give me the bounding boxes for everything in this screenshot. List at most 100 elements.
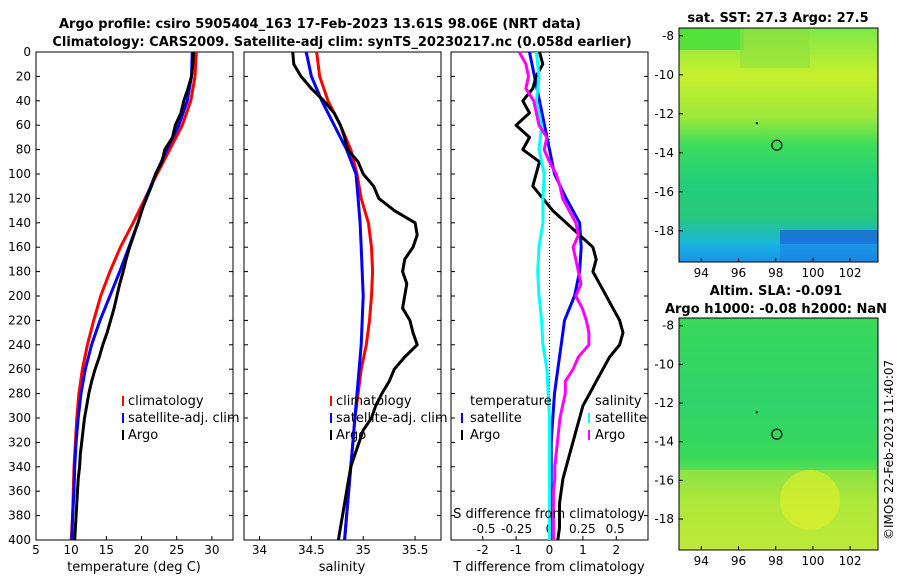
map-x-tick-label: 96 <box>731 266 746 280</box>
x-tick-label: 20 <box>134 543 149 557</box>
sla-map-ticks: 94 96 98 100 102 -8 -10 -12 -14 -16 -18 <box>654 319 861 568</box>
salinity-xlabel: salinity <box>319 560 366 575</box>
depth-tick-labels: 0 20 40 60 80 100 120 140 160 180 200 220 240 260 280 3… <box>8 45 31 547</box>
t-difference-tick-labels: -2 -1 0 1 2 <box>477 536 620 557</box>
map-y-tick-label: -14 <box>654 435 674 449</box>
salinity-panel: 34 34.5 35 35.5 salinity climatology satell… <box>243 51 448 575</box>
temperature-legend: climatology satellite-adj. clim Argo <box>122 394 240 443</box>
sla-patch <box>780 470 840 530</box>
map-x-tick-label: 102 <box>839 266 862 280</box>
temperature-tick-labels: 5 10 15 20 25 30 <box>32 536 220 557</box>
series-line-argo <box>73 51 196 541</box>
map-y-tick-label: -16 <box>654 473 674 487</box>
t-difference-xlabel: T difference from climatology <box>452 560 645 575</box>
legend-temperature-title: temperature <box>470 394 552 409</box>
legend-swatch-climatology <box>330 396 332 406</box>
depth-tick-label: 240 <box>8 338 31 352</box>
depth-tick-label: 300 <box>8 411 31 425</box>
x-tick-label: -2 <box>477 543 489 557</box>
legend-swatch-climatology <box>122 396 124 406</box>
sla-map-title: Altim. SLA: -0.091 <box>710 284 842 299</box>
legend-swatch-argo <box>122 430 124 440</box>
x-tick-label: 10 <box>64 543 79 557</box>
x-tick-label: 1 <box>579 543 587 557</box>
temperature-axes-box <box>35 51 234 541</box>
depth-tick-label: 340 <box>8 460 31 474</box>
map-x-tick-label: 100 <box>801 554 824 568</box>
map-x-tick-label: 100 <box>801 266 824 280</box>
sst-map-frame <box>678 27 879 263</box>
legend-climatology: climatology <box>128 394 204 409</box>
x-tick-label: 35.5 <box>402 543 429 557</box>
sla-argo-marker <box>755 411 783 440</box>
x-tick-label: 0 <box>546 543 554 557</box>
sst-patch <box>679 244 878 262</box>
argo-track-dot <box>755 122 758 125</box>
legend-swatch-t-satellite <box>461 413 463 423</box>
title-line-1: Argo profile: csiro 5905404_163 17-Feb-2… <box>59 17 581 32</box>
map-y-tick-label: -8 <box>662 319 674 333</box>
depth-tick-label: 400 <box>8 533 31 547</box>
x-tick-label: 2 <box>612 543 620 557</box>
difference-panel: -2 -1 0 1 2 -0.5 -0.25 0 0.25 0.5 T difference f… <box>450 51 649 575</box>
temperature-panel: 0 20 40 60 80 100 120 140 160 180 200 220 240 260 280 3… <box>8 45 240 575</box>
x-tick-label: 25 <box>169 543 184 557</box>
sst-map: sat. SST: 27.3 Argo: 27.5 94 96 98 100 102 -8… <box>654 11 879 280</box>
title-line-2: Climatology: CARS2009. Satellite-adj cli… <box>52 35 631 50</box>
argo-position-circle <box>771 428 783 440</box>
x-tick-label: 35 <box>356 543 371 557</box>
x2-tick-label: -0.25 <box>501 522 532 536</box>
map-x-tick-label: 94 <box>694 554 709 568</box>
map-y-tick-label: -14 <box>654 146 674 160</box>
legend-argo: Argo <box>128 428 158 443</box>
series-line-salinity-satellite <box>534 51 551 540</box>
salinity-lines <box>244 51 441 541</box>
depth-tick-label: 0 <box>23 45 31 59</box>
x-tick-label: 15 <box>99 543 114 557</box>
depth-tick-label: 40 <box>16 94 31 108</box>
depth-tick-label: 220 <box>8 313 31 327</box>
map-y-tick-label: -12 <box>654 107 674 121</box>
legend-swatch-satellite <box>330 413 332 423</box>
sla-map: Altim. SLA: -0.091 Argo h1000: -0.08 h20… <box>654 284 887 568</box>
argo-position-circle <box>771 139 783 151</box>
sst-map-ticks: 94 96 98 100 102 -8 -10 -12 -14 -16 -18 <box>654 29 861 280</box>
x-tick-label: -1 <box>510 543 522 557</box>
x-tick-label: 5 <box>32 543 40 557</box>
x-tick-label: 34 <box>252 543 267 557</box>
series-line-argo <box>291 51 419 541</box>
series-line-temperature-argo <box>514 51 625 541</box>
sst-patch <box>740 28 810 68</box>
legend-climatology: climatology <box>336 394 412 409</box>
series-line-salinity-argo <box>517 51 591 540</box>
legend-swatch-argo <box>330 430 332 440</box>
legend-argo: Argo <box>336 428 366 443</box>
map-x-tick-label: 96 <box>731 554 746 568</box>
legend-swatch-s-argo <box>588 430 590 440</box>
depth-tick-label: 80 <box>16 143 31 157</box>
sla-map-subtitle: Argo h1000: -0.08 h2000: NaN <box>665 302 887 317</box>
depth-tick-label: 280 <box>8 387 31 401</box>
salinity-legend: climatology satellite-adj. clim Argo <box>330 394 448 443</box>
legend-salinity-title: salinity <box>595 394 642 409</box>
legend-s-argo: Argo <box>595 428 625 443</box>
temperature-lines <box>36 51 233 541</box>
map-y-tick-label: -8 <box>662 29 674 43</box>
x2-tick-label: 0.25 <box>569 522 596 536</box>
depth-tick-label: 360 <box>8 484 31 498</box>
legend-swatch-s-satellite <box>588 413 590 423</box>
map-x-tick-label: 94 <box>694 266 709 280</box>
map-y-tick-label: -10 <box>654 68 674 82</box>
legend-t-argo: Argo <box>470 428 500 443</box>
x2-tick-label: 0.5 <box>606 522 625 536</box>
map-y-tick-label: -16 <box>654 185 674 199</box>
depth-tick-label: 120 <box>8 191 31 205</box>
salinity-tick-labels: 34 34.5 35 35.5 <box>252 536 429 557</box>
sst-map-title: sat. SST: 27.3 Argo: 27.5 <box>687 11 868 26</box>
legend-swatch-satellite <box>122 413 124 423</box>
salinity-axes-box <box>243 51 442 541</box>
argo-track-dot <box>755 411 758 414</box>
legend-satellite: satellite-adj. clim <box>128 411 240 426</box>
legend-t-satellite: satellite <box>470 411 522 426</box>
difference-legend-s: salinity satellite Argo <box>588 394 647 443</box>
